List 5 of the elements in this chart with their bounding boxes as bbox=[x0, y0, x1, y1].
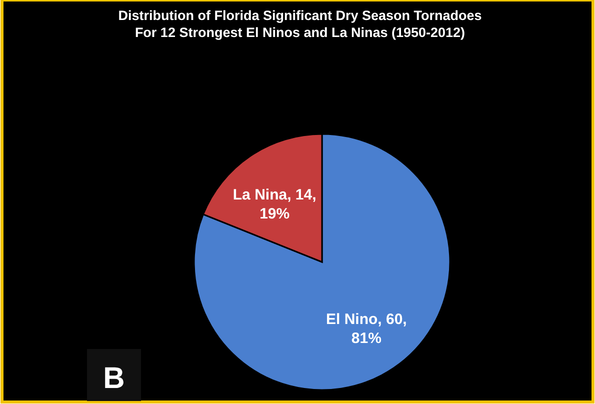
slice-label: La Nina, 14, 19% bbox=[232, 186, 316, 223]
chart-title: Distribution of Florida Significant Dry Season Tornadoes For 12 Strongest El Ninos and La Ninas (1950-2012) bbox=[118, 8, 482, 40]
pie-slice bbox=[193, 133, 451, 391]
slice-label: El Nino, 60, 81% bbox=[326, 310, 407, 347]
text: B bbox=[103, 362, 125, 395]
